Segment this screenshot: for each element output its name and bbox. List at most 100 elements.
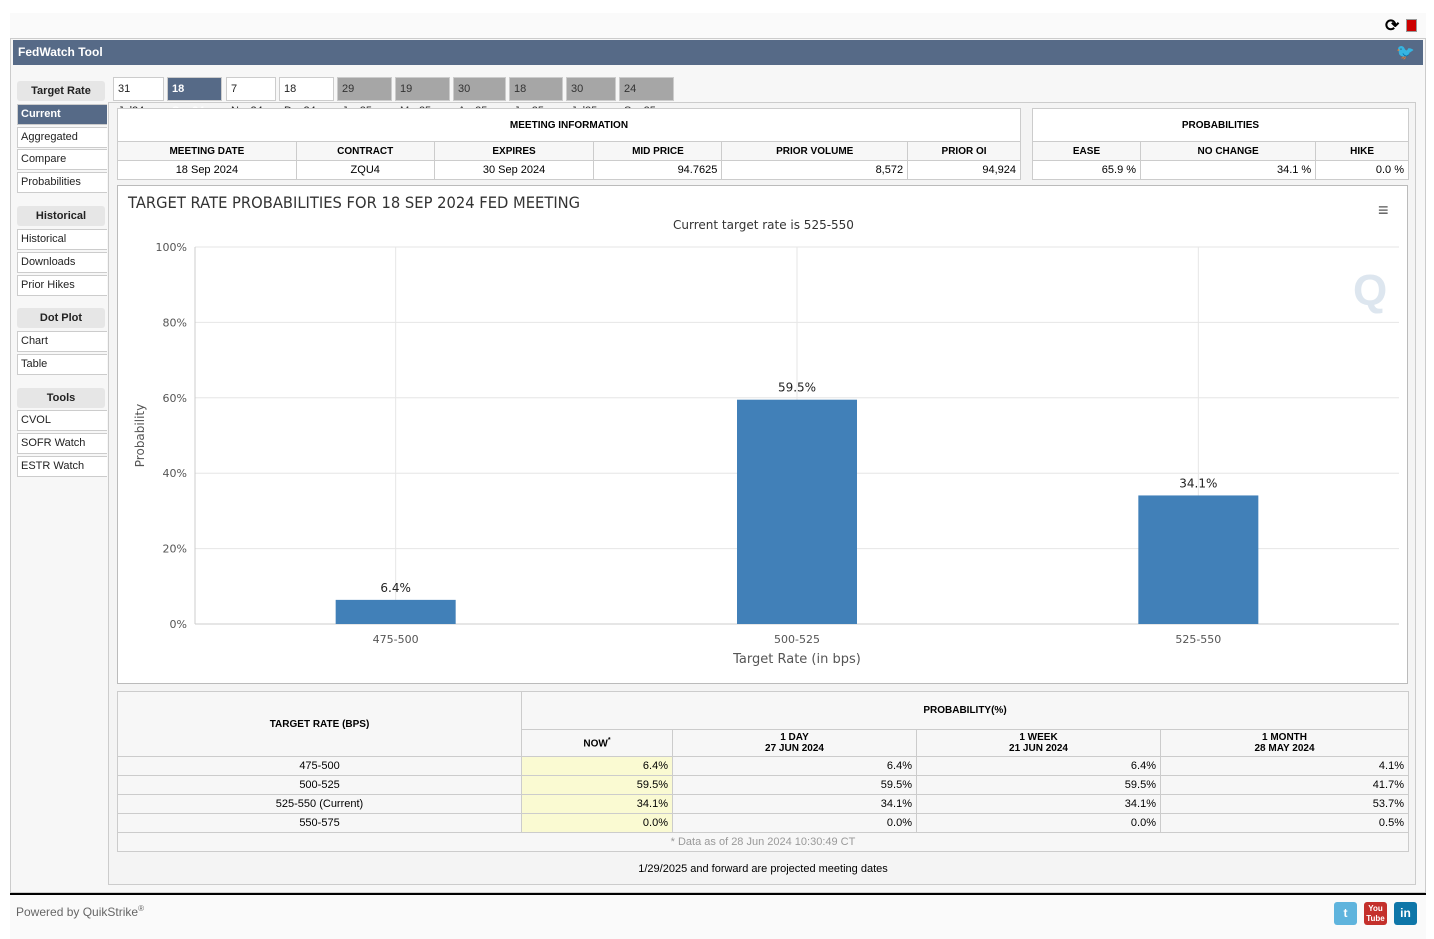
probabilities-table: PROBABILITIES EASE NO CHANGE HIKE 65.9 % 34.… [1031, 108, 1409, 180]
y-tick-label: 80% [163, 316, 187, 329]
registered-mark: ® [138, 904, 144, 913]
refresh-icon[interactable]: ⟳ [1385, 16, 1400, 35]
data-label: 59.5% [778, 381, 816, 395]
probability-header: PROBABILITY(%) [521, 690, 1409, 731]
chart-subtitle: Current target rate is 525-550 [673, 218, 854, 232]
table-row: 550-575 0.0% 0.0% 0.0% 0.5% [117, 813, 1409, 833]
asterisk: * [607, 736, 611, 744]
sidebar-heading: Dot Plot [17, 308, 105, 328]
data-label: 6.4% [380, 581, 411, 595]
rate-cell: 525-550 (Current) [117, 794, 522, 814]
footer: Powered by QuikStrike® [10, 893, 1426, 939]
prob-cell: 0.0% [916, 813, 1161, 833]
probabilities-value: 34.1 % [1140, 160, 1317, 180]
bar-chart: 0% 20% 40% 60% 80% 100% 6.4% 475-500 59.5% 500-52… [133, 241, 1399, 667]
x-axis-title: Target Rate (in bps) [732, 652, 861, 667]
y-tick-label: 100% [156, 241, 187, 254]
tab-31-jul24[interactable]: 31 Jul24 [113, 77, 164, 117]
projected-dates-note: 1/29/2025 and forward are projected meet… [638, 863, 888, 875]
prob-cell: 6.4% [916, 756, 1161, 776]
tab-18-sep24[interactable]: 18 Sep24 [167, 77, 222, 117]
top-toolbar: ⟳ [10, 13, 1426, 39]
chart-menu-icon[interactable]: ≡ [1378, 200, 1389, 220]
tab-18-jun25[interactable]: 18 Jun25 [509, 77, 563, 117]
prob-cell: 59.5% [916, 775, 1161, 795]
prob-col-label: 1 DAY [780, 732, 809, 744]
meeting-info-value: 94.7625 [593, 160, 723, 180]
sidebar-heading: Historical [17, 206, 105, 226]
tab-7-nov24[interactable]: 7 Nov24 [226, 77, 276, 117]
prob-col-header: 1 WEEK 21 JUN 2024 [916, 729, 1161, 757]
tab-24-sep25[interactable]: 24 Sep25 [619, 77, 674, 117]
prob-cell: 0.0% [672, 813, 917, 833]
sidebar-item-estr-watch[interactable]: ESTR Watch [17, 456, 107, 477]
y-tick-label: 40% [163, 467, 187, 480]
tab-29-jan25[interactable]: 29 Jan25 [337, 77, 392, 117]
probability-table: TARGET RATE (BPS) PROBABILITY(%) NOW* 1 D… [117, 690, 1409, 852]
quikstrike-watermark-icon: Q [1353, 266, 1388, 315]
sidebar-item-historical[interactable]: Historical [17, 229, 107, 250]
meeting-info-header: CONTRACT [295, 141, 435, 161]
tab-19-mar25[interactable]: 19 Mar25 [395, 77, 450, 117]
y-axis-title: Probability [133, 404, 147, 467]
prob-cell: 34.1% [521, 794, 673, 814]
sidebar-heading: Target Rate [17, 81, 105, 101]
table-row: 475-500 6.4% 6.4% 6.4% 4.1% [117, 756, 1409, 776]
meeting-info-header: MEETING DATE [117, 141, 297, 161]
prob-col-header: 1 DAY 27 JUN 2024 [672, 729, 917, 757]
title-bar: FedWatch Tool 🐦 [13, 40, 1423, 65]
prob-col-date: 21 JUN 2024 [1009, 743, 1068, 755]
meeting-info-header: EXPIRES [433, 141, 595, 161]
table-row: 500-525 59.5% 59.5% 59.5% 41.7% [117, 775, 1409, 795]
probabilities-value: 0.0 % [1315, 160, 1409, 180]
tab-30-apr25[interactable]: 30 Apr25 [453, 77, 506, 117]
y-tick-label: 60% [163, 392, 187, 405]
sidebar-heading: Tools [17, 388, 105, 408]
rate-cell: 550-575 [117, 813, 522, 833]
prob-col-date: 27 JUN 2024 [765, 743, 824, 755]
sidebar-item-aggregated[interactable]: Aggregated [17, 127, 107, 148]
prob-cell: 34.1% [916, 794, 1161, 814]
prob-cell: 0.0% [521, 813, 673, 833]
probabilities-value: 65.9 % [1031, 160, 1142, 180]
bar[interactable] [335, 599, 456, 624]
pdf-icon[interactable] [1406, 19, 1417, 32]
sidebar-item-cvol[interactable]: CVOL [17, 410, 107, 431]
meeting-info-header: PRIOR VOLUME [721, 141, 909, 161]
prob-cell: 59.5% [672, 775, 917, 795]
sidebar-item-compare[interactable]: Compare [17, 149, 107, 170]
sidebar-item-table[interactable]: Table [17, 354, 107, 375]
sidebar-item-prior-hikes[interactable]: Prior Hikes [17, 275, 107, 296]
tab-30-jul25[interactable]: 30 Jul25 [566, 77, 616, 117]
bar[interactable] [737, 399, 857, 624]
sidebar-item-chart[interactable]: Chart [17, 331, 107, 352]
meeting-info-title: MEETING INFORMATION [117, 108, 1021, 142]
prob-col-label: NOW [583, 738, 608, 750]
tab-18-dec24[interactable]: 18 Dec24 [279, 77, 334, 117]
meeting-info-value: 30 Sep 2024 [433, 160, 595, 180]
rate-cell: 475-500 [117, 756, 522, 776]
probabilities-header: EASE [1031, 141, 1142, 161]
probabilities-title: PROBABILITIES [1032, 108, 1409, 142]
prob-cell: 6.4% [672, 756, 917, 776]
y-tick-label: 0% [170, 618, 187, 631]
meeting-info-value: 94,924 [907, 160, 1021, 180]
data-timestamp-note: * Data as of 28 Jun 2024 10:30:49 CT [117, 832, 1409, 852]
sidebar-item-sofr-watch[interactable]: SOFR Watch [17, 433, 107, 454]
meeting-info-value: 8,572 [721, 160, 909, 180]
sidebar-item-downloads[interactable]: Downloads [17, 252, 107, 273]
bar[interactable] [1138, 495, 1259, 624]
linkedin-social-icon[interactable]: in [1394, 902, 1417, 925]
twitter-icon[interactable]: 🐦 [1396, 44, 1415, 61]
twitter-social-icon[interactable]: t [1334, 902, 1357, 925]
chart-title: TARGET RATE PROBABILITIES FOR 18 SEP 202… [128, 193, 581, 212]
meeting-info-value: ZQU4 [295, 160, 435, 180]
y-tick-label: 20% [163, 543, 187, 556]
x-tick-label: 475-500 [373, 633, 419, 646]
sidebar-item-probabilities[interactable]: Probabilities [17, 172, 107, 193]
youtube-social-icon[interactable]: You Tube [1364, 902, 1387, 925]
rate-cell: 500-525 [117, 775, 522, 795]
sidebar-item-current[interactable]: Current [17, 104, 107, 125]
meeting-info-header: MID PRICE [593, 141, 723, 161]
powered-by[interactable]: Powered by QuikStrike [16, 905, 139, 919]
